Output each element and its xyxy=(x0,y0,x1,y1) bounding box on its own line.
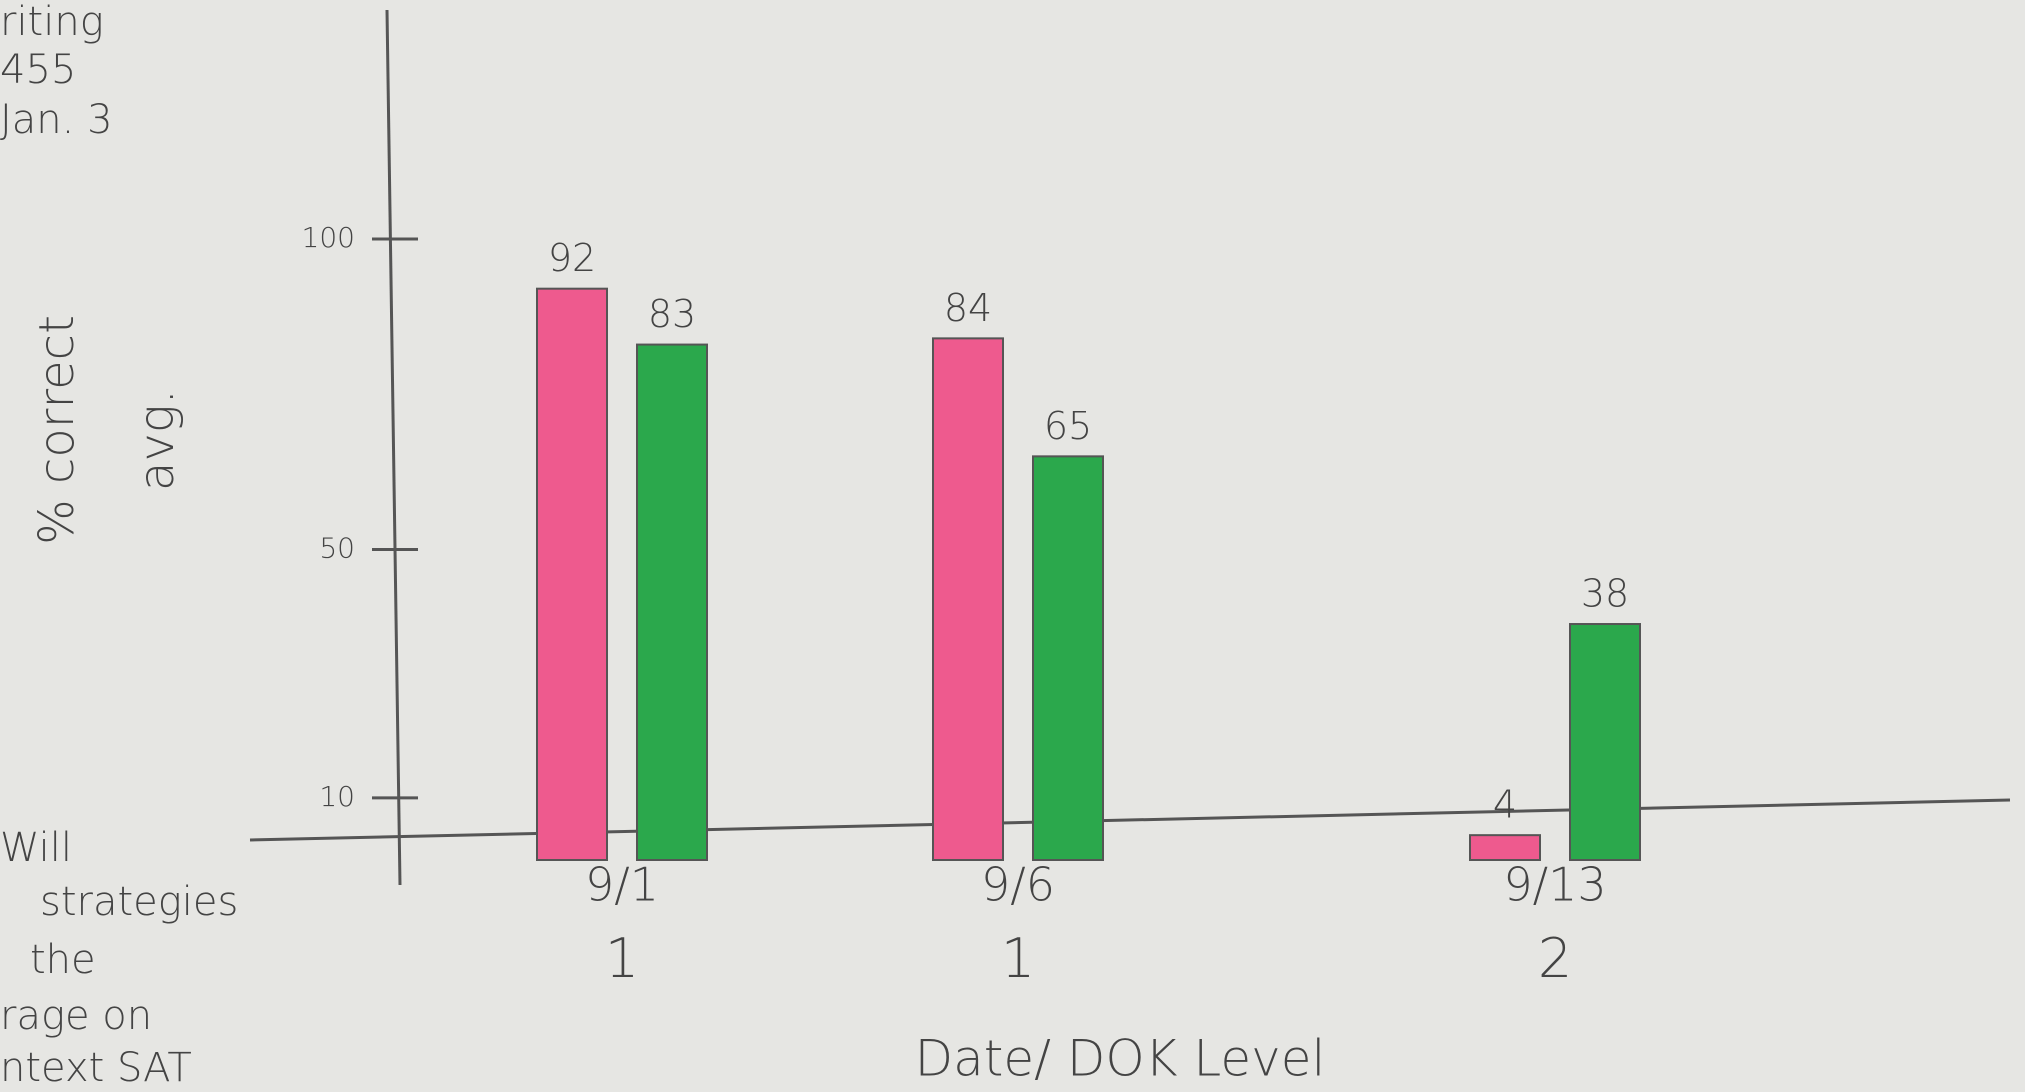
bar xyxy=(1570,624,1640,860)
value-label: 38 xyxy=(1581,572,1629,616)
page: riting 455 Jan. 3 Will strategies the ra… xyxy=(0,0,2025,1092)
value-label: 83 xyxy=(648,292,696,336)
note: 455 xyxy=(0,47,76,93)
note: riting xyxy=(0,0,104,45)
bar xyxy=(1033,456,1103,860)
note: ntext SAT xyxy=(0,1045,192,1091)
note: Will xyxy=(0,825,72,871)
value-label: 65 xyxy=(1044,404,1092,448)
dok-level: 2 xyxy=(1538,927,1572,990)
dok-level: 1 xyxy=(1001,927,1035,990)
y-tick-label: 100 xyxy=(302,221,355,254)
y-tick-label: 50 xyxy=(319,532,355,565)
x-tick-label: 9/13 xyxy=(1503,858,1606,912)
x-tick-label: 9/1 xyxy=(585,858,659,912)
y-tick-label: 10 xyxy=(319,780,355,813)
note: rage on xyxy=(0,993,152,1039)
value-label: 4 xyxy=(1493,783,1517,827)
x-tick-label: 9/6 xyxy=(981,858,1055,912)
note: the xyxy=(30,937,96,983)
chart: riting 455 Jan. 3 Will strategies the ra… xyxy=(0,0,2025,1092)
note: strategies xyxy=(40,879,238,925)
y-axis-label: avg. xyxy=(129,389,185,491)
x-axis-label: Date/ DOK Level xyxy=(915,1030,1326,1088)
bar xyxy=(637,345,707,860)
value-label: 84 xyxy=(944,286,992,330)
bar xyxy=(933,338,1003,860)
dok-level: 1 xyxy=(605,927,639,990)
bar xyxy=(1470,835,1540,860)
y-axis-label: % correct xyxy=(29,315,85,545)
value-label: 92 xyxy=(548,236,596,280)
bar xyxy=(537,289,607,860)
note: Jan. 3 xyxy=(0,97,113,143)
